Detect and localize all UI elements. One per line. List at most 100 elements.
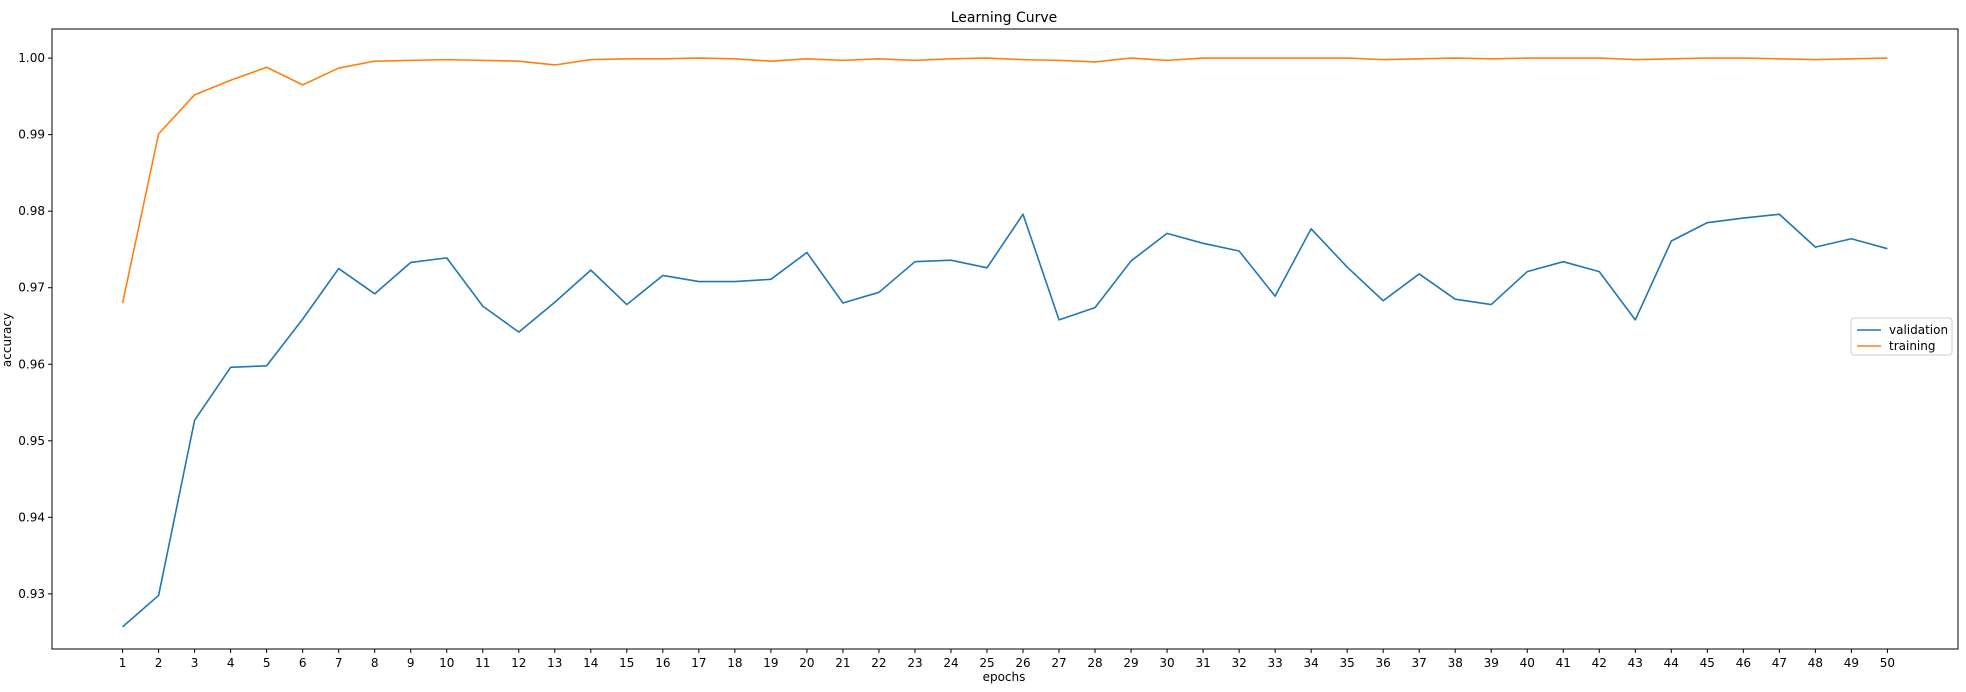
data-point-training — [1166, 59, 1169, 62]
x-tick-label: 33 — [1267, 656, 1282, 670]
x-tick-label: 20 — [799, 656, 814, 670]
data-point-training — [661, 57, 664, 60]
data-point-validation — [985, 266, 988, 269]
data-point-validation — [1778, 213, 1781, 216]
data-point-validation — [445, 256, 448, 259]
data-point-validation — [625, 303, 628, 306]
data-point-training — [1202, 57, 1205, 60]
x-tick-label: 12 — [511, 656, 526, 670]
data-point-training — [1022, 58, 1025, 61]
x-tick-label: 38 — [1448, 656, 1463, 670]
data-point-training — [1742, 57, 1745, 60]
data-point-training — [733, 57, 736, 60]
x-tick-label: 41 — [1556, 656, 1571, 670]
data-point-validation — [1346, 266, 1349, 269]
x-tick-label: 24 — [943, 656, 958, 670]
data-point-training — [1562, 57, 1565, 60]
data-point-training — [1454, 57, 1457, 60]
data-point-training — [841, 59, 844, 62]
data-point-training — [157, 132, 160, 135]
x-tick-label: 48 — [1808, 656, 1823, 670]
data-point-training — [337, 67, 340, 70]
data-point-training — [445, 58, 448, 61]
legend: validation training — [1851, 318, 1952, 355]
x-tick-label: 15 — [619, 656, 634, 670]
x-tick-label: 35 — [1340, 656, 1355, 670]
data-point-training — [1490, 57, 1493, 60]
data-point-validation — [1202, 242, 1205, 245]
x-tick-label: 1 — [119, 656, 127, 670]
x-tick-label: 37 — [1412, 656, 1427, 670]
x-tick-label: 31 — [1195, 656, 1210, 670]
data-point-validation — [769, 278, 772, 281]
data-point-training — [1778, 57, 1781, 60]
x-tick-label: 13 — [547, 656, 562, 670]
data-point-validation — [949, 259, 952, 262]
data-point-training — [121, 302, 124, 305]
data-point-validation — [1382, 299, 1385, 302]
y-tick-label: 0.93 — [18, 587, 45, 601]
data-point-validation — [1634, 318, 1637, 321]
y-tick-label: 0.98 — [18, 204, 45, 218]
data-point-validation — [841, 302, 844, 305]
data-point-validation — [1094, 306, 1097, 309]
x-tick-label: 47 — [1772, 656, 1787, 670]
data-point-training — [481, 59, 484, 62]
x-tick-label: 18 — [727, 656, 742, 670]
data-point-validation — [1310, 227, 1313, 230]
data-point-validation — [373, 292, 376, 295]
data-point-validation — [697, 280, 700, 283]
data-point-validation — [1562, 260, 1565, 263]
x-tick-label: 11 — [475, 656, 490, 670]
data-point-training — [1634, 58, 1637, 61]
data-point-training — [985, 57, 988, 60]
x-tick-label: 45 — [1700, 656, 1715, 670]
data-point-training — [913, 59, 916, 62]
x-tick-label: 5 — [263, 656, 271, 670]
x-tick-label: 50 — [1880, 656, 1895, 670]
data-point-training — [1670, 57, 1673, 60]
data-point-training — [1418, 57, 1421, 60]
plot-area: 1 2 3 4 5 6 7 8 9 10 11 12 13 14 15 16 17 18 19 20 21 22 23 24 2… — [18, 29, 1958, 670]
legend-label-validation: validation — [1889, 323, 1948, 337]
data-point-training — [409, 59, 412, 62]
data-point-training — [877, 57, 880, 60]
data-point-validation — [1886, 247, 1889, 250]
data-point-validation — [193, 419, 196, 422]
data-point-training — [1094, 60, 1097, 63]
x-tick-label: 9 — [407, 656, 415, 670]
x-tick-label: 36 — [1376, 656, 1391, 670]
x-tick-label: 2 — [155, 656, 163, 670]
x-tick-label: 21 — [835, 656, 850, 670]
data-point-validation — [1490, 303, 1493, 306]
x-tick-label: 39 — [1484, 656, 1499, 670]
data-point-validation — [1850, 237, 1853, 240]
data-point-training — [265, 66, 268, 69]
data-point-validation — [121, 625, 124, 628]
data-point-training — [1310, 57, 1313, 60]
data-point-training — [553, 63, 556, 66]
data-point-validation — [1742, 217, 1745, 220]
x-tick-label: 46 — [1736, 656, 1751, 670]
x-tick-label: 49 — [1844, 656, 1859, 670]
data-point-training — [1346, 57, 1349, 60]
x-tick-label: 19 — [763, 656, 778, 670]
y-tick-label: 0.99 — [18, 128, 45, 142]
x-tick-label: 26 — [1015, 656, 1030, 670]
data-point-validation — [1814, 246, 1817, 249]
x-tick-label: 25 — [979, 656, 994, 670]
data-point-validation — [1418, 272, 1421, 275]
data-point-validation — [1130, 259, 1133, 262]
data-point-training — [805, 57, 808, 60]
data-point-training — [1382, 58, 1385, 61]
x-tick-label: 10 — [439, 656, 454, 670]
data-point-training — [301, 83, 304, 86]
data-point-validation — [301, 318, 304, 321]
data-point-validation — [913, 260, 916, 263]
data-point-validation — [481, 305, 484, 308]
x-tick-label: 22 — [871, 656, 886, 670]
data-point-training — [1526, 57, 1529, 60]
data-point-validation — [805, 251, 808, 254]
